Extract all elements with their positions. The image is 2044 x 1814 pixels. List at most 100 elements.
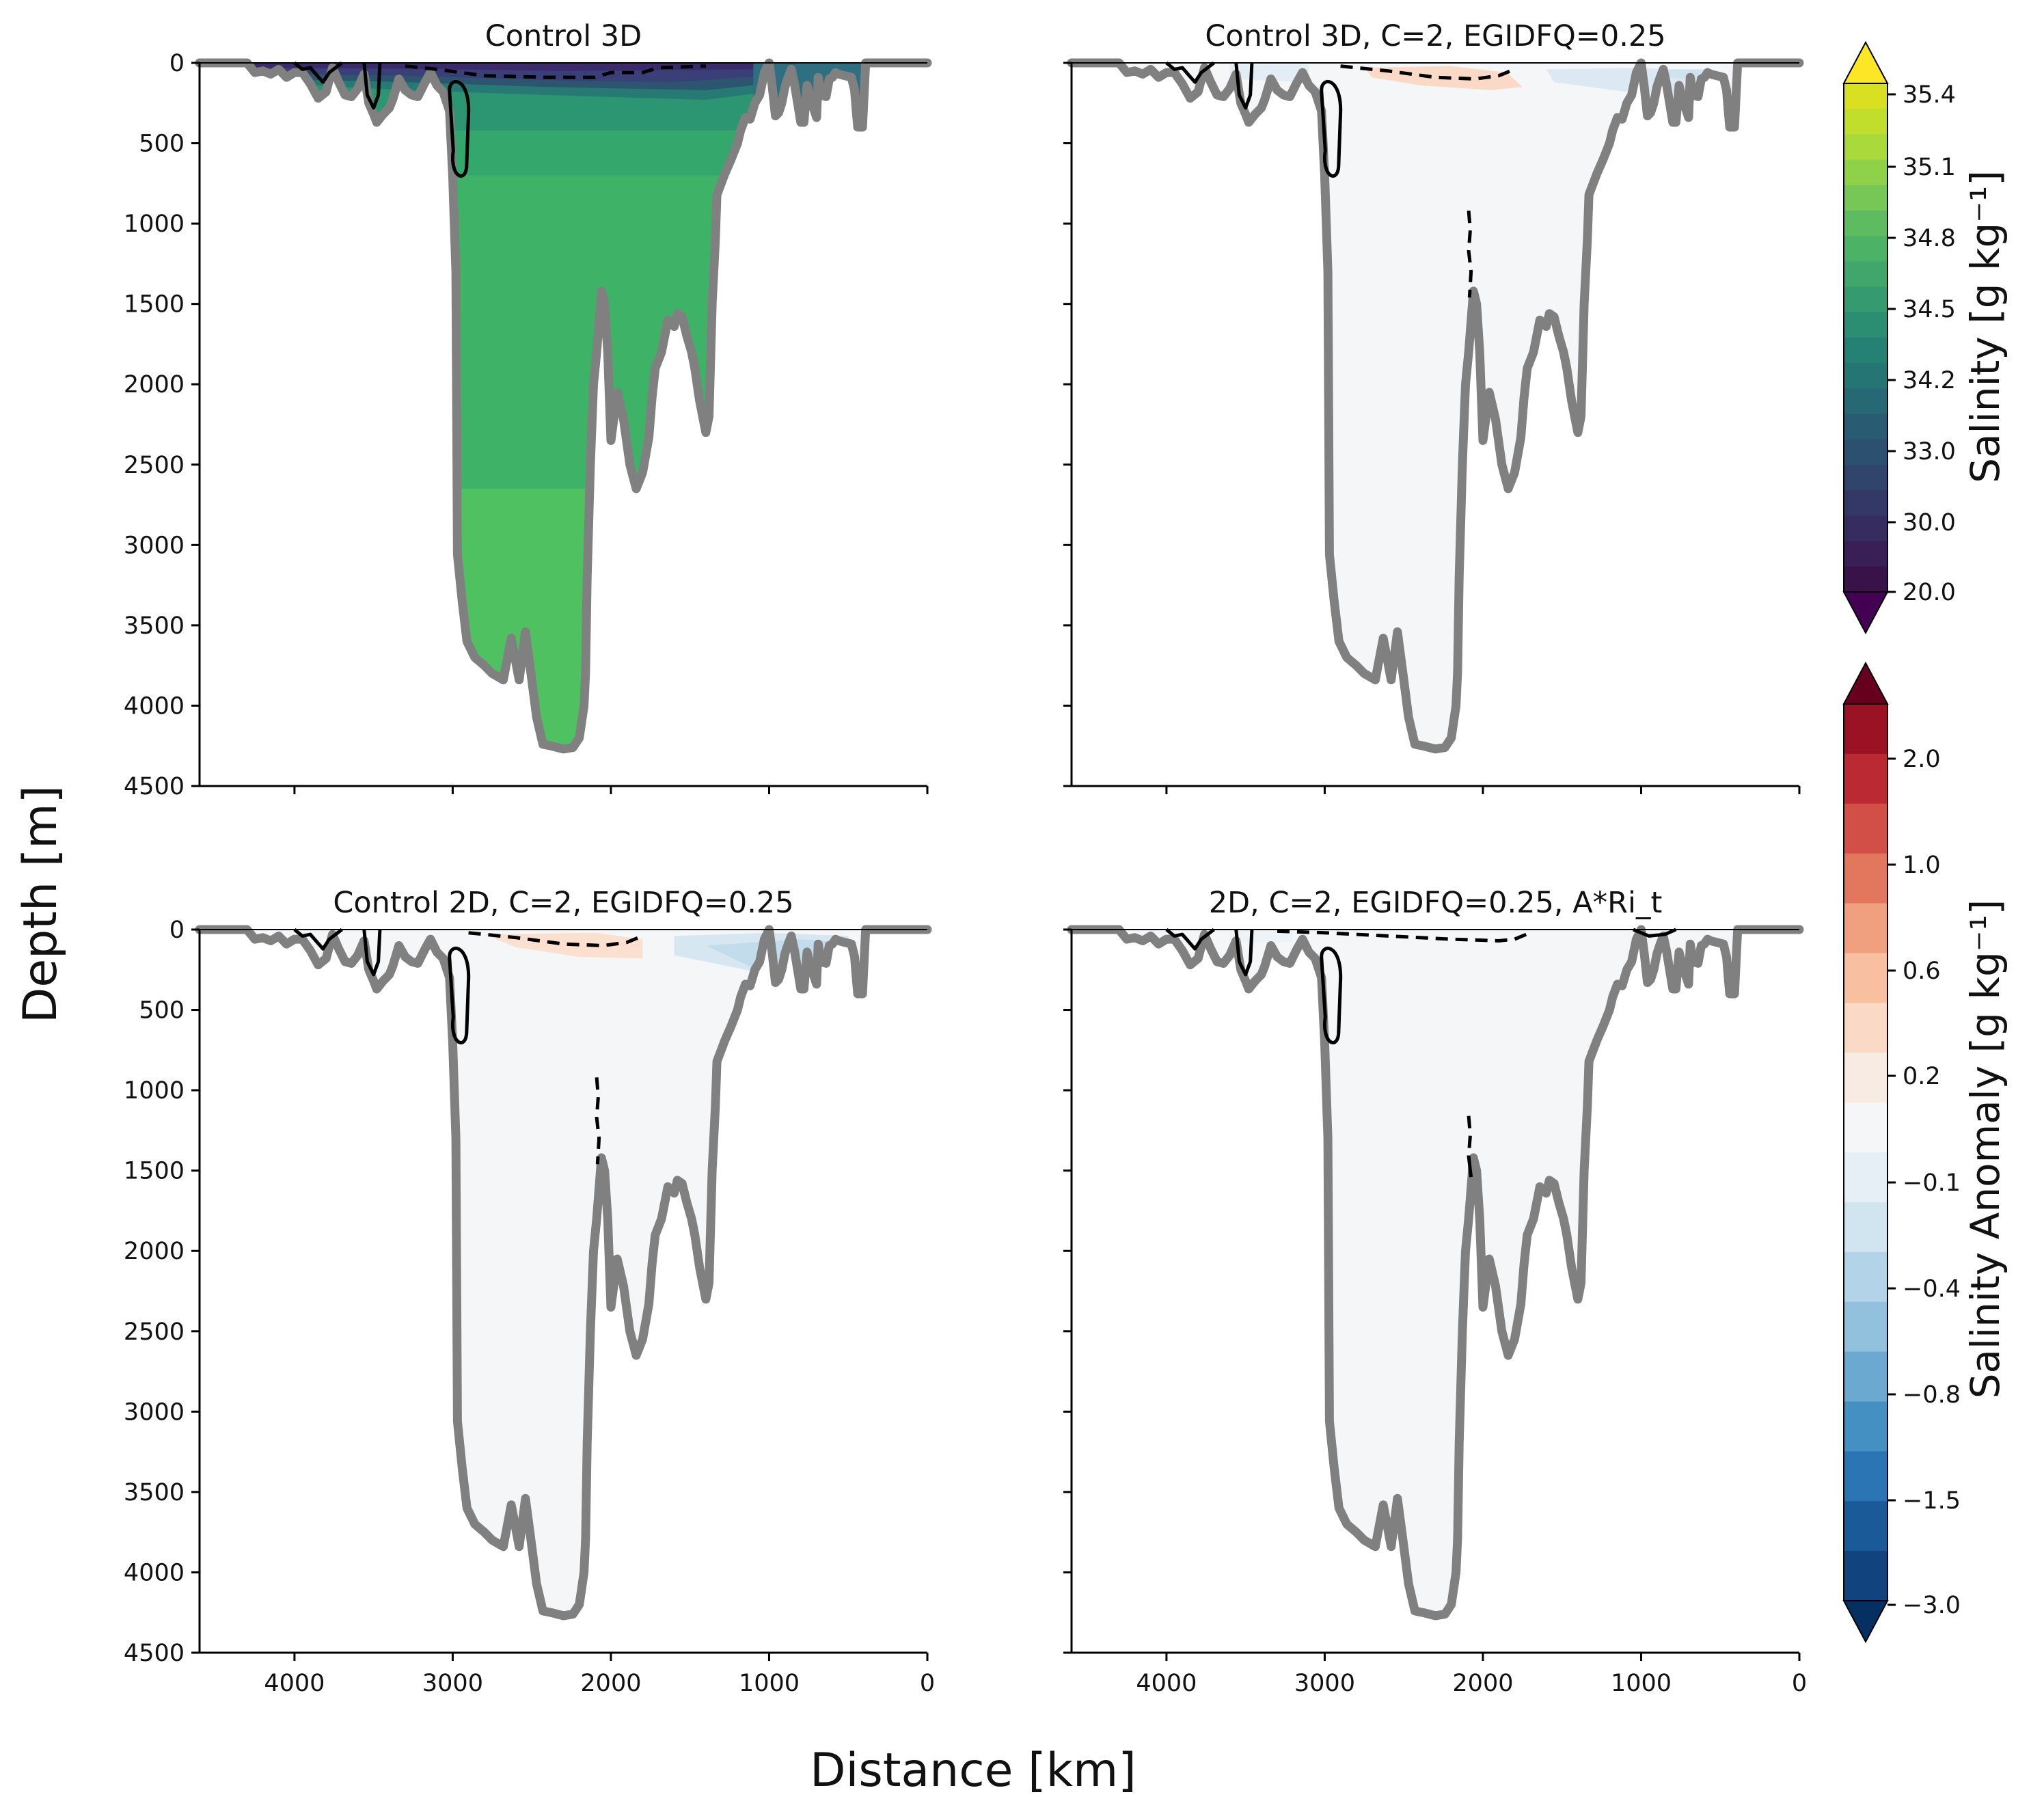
y-tick-label: 3500 [124, 612, 185, 640]
contour-surface-east [1632, 928, 1677, 938]
y-tick-label: 2500 [124, 1318, 185, 1346]
panel-4: 4000 3000 2000 1000 0 2D, C=2, EGIDFQ=0.25, A… [1063, 886, 1807, 1697]
bathymetry-line [1067, 925, 1804, 1621]
colorbar-tick-label: −0.8 [1903, 1381, 1961, 1409]
zero-anomaly-fill [1072, 63, 1799, 749]
colorbar-swatch [1844, 465, 1888, 491]
colorbar-tick-label: 35.1 [1903, 154, 1956, 181]
colorbar-swatch [1844, 704, 1888, 755]
x-tick-label: 1000 [1611, 1670, 1672, 1697]
y-tick-label: 2000 [124, 371, 185, 398]
contour-dashed-ridge [595, 1077, 601, 1165]
y-tick-label: 0 [169, 917, 185, 944]
colorbar-tick-label: −0.4 [1903, 1275, 1961, 1303]
bathymetry-line [1067, 58, 1804, 754]
colorbar-frame [1843, 83, 1888, 593]
anomaly-colorbar-label: Salinity Anomaly [g kg⁻¹] [1962, 899, 2008, 1399]
zero-anomaly-fill [200, 930, 927, 1616]
contours [293, 62, 706, 178]
y-tick-label: 3000 [124, 532, 185, 559]
colorbar-upper-cap [1842, 40, 1889, 84]
bathymetry-line [195, 925, 932, 1621]
colorbar-tick-label: 0.6 [1903, 958, 1941, 985]
colorbar-swatch [1844, 1501, 1888, 1552]
contour-dashed-surface [468, 931, 644, 948]
colorbar-tick-label: 20.0 [1903, 579, 1956, 606]
contour-dashed-surface [1277, 929, 1531, 943]
colorbar-lower-cap [1842, 1600, 1889, 1644]
colorbar-tick-label: 33.0 [1903, 438, 1956, 465]
colorbar-swatch [1844, 853, 1888, 904]
positive-anomaly-patch [484, 932, 643, 959]
colorbar-swatch [1844, 338, 1888, 364]
y-ticks: 0 500 1000 1500 2000 2500 3000 3500 4000 4500 [124, 917, 200, 1667]
field-fill [200, 930, 927, 1616]
panel-2: Control 3D, C=2, EGIDFQ=0.25 [1063, 19, 1804, 794]
contours [293, 928, 644, 1165]
anomaly-colorbar: 2.0 1.0 0.6 0.2 −0.1 −0.4 −0.8 −1.5 −3.0 [1842, 661, 1961, 1644]
y-axis-label: Depth [m] [14, 785, 68, 1023]
y-tick-label: 3000 [124, 1398, 185, 1426]
colorbar-swatch [1844, 903, 1888, 954]
y-tick-label: 1500 [124, 1158, 185, 1185]
colorbar-swatch [1844, 1401, 1888, 1452]
panel-title: Control 2D, C=2, EGIDFQ=0.25 [333, 886, 793, 920]
x-tick-label: 2000 [580, 1670, 641, 1697]
colorbar-upper-cap [1842, 661, 1889, 705]
colorbar-frame [1843, 703, 1888, 1601]
colorbar-tick-label: 34.5 [1903, 296, 1956, 323]
colorbar-swatch [1844, 83, 1888, 109]
colorbar-tick-label: −1.5 [1903, 1487, 1961, 1515]
y-tick-label: 1500 [124, 291, 185, 319]
colorbar-swatch [1844, 1351, 1888, 1403]
colorbar-swatch [1844, 753, 1888, 804]
zero-anomaly-fill [1072, 930, 1799, 1616]
contour-dashed-surface [1340, 64, 1516, 81]
colorbar-tick-label: −3.0 [1903, 1592, 1961, 1619]
colorbar-swatch [1844, 1301, 1888, 1353]
x-tick-label: 3000 [422, 1670, 483, 1697]
contours [1165, 928, 1677, 1178]
contour-trough [362, 62, 382, 110]
salinity-colorbar: 35.4 35.1 34.8 34.5 34.2 33.0 30.0 20.0 [1842, 40, 1956, 635]
y-tick-label: 2000 [124, 1238, 185, 1265]
y-tick-label: 2500 [124, 452, 185, 479]
salinity-colorbar-label: Salinity [g kg⁻¹] [1962, 170, 2008, 483]
colorbar-swatch [1844, 1102, 1888, 1153]
x-ticks: 4000 3000 2000 1000 0 [264, 1653, 935, 1697]
panel-3: 0 500 1000 1500 2000 2500 3000 3500 4000 4500 4000… [124, 886, 935, 1697]
field-fill [200, 63, 927, 749]
colorbar-tick-label: 30.0 [1903, 509, 1956, 537]
field-fill [1072, 930, 1799, 1616]
panels: 0 500 1000 1500 2000 2500 3000 3500 4000 4500 Cont… [124, 19, 1807, 1697]
y-tick-label: 0 [169, 50, 185, 77]
colorbar-swatch [1844, 1053, 1888, 1103]
x-tick-label: 2000 [1452, 1670, 1513, 1697]
x-tick-label: 4000 [1136, 1670, 1197, 1697]
colorbar-swatch [1844, 1451, 1888, 1502]
colorbar-swatch [1844, 1152, 1888, 1203]
colorbar-tick-label: 1.0 [1903, 852, 1941, 879]
x-tick-label: 4000 [264, 1670, 325, 1697]
y-tick-label: 500 [139, 997, 185, 1025]
panel-title: Control 3D [485, 19, 642, 53]
colorbar-swatch [1844, 541, 1888, 567]
colorbar-tick-label: −0.1 [1903, 1169, 1961, 1197]
colorbar-swatch [1844, 211, 1888, 236]
colorbar-swatch [1844, 1251, 1888, 1303]
bathymetry-line [195, 58, 932, 754]
x-ticks [293, 786, 929, 794]
x-ticks [1165, 786, 1801, 794]
colorbar-tick-label: 0.2 [1903, 1063, 1941, 1090]
colorbar-swatch [1844, 236, 1888, 262]
colorbar-lower-cap [1842, 591, 1889, 635]
contour-dashed-ridge [1467, 211, 1473, 298]
contour-surface-west [1165, 928, 1215, 951]
y-tick-label: 4500 [124, 1640, 185, 1667]
colorbar-swatch [1844, 363, 1888, 389]
x-tick-label: 1000 [739, 1670, 800, 1697]
contour-surface-west [293, 928, 343, 951]
y-ticks: 0 500 1000 1500 2000 2500 3000 3500 4000 4500 [124, 50, 200, 800]
colorbar-tick-label: 34.2 [1903, 367, 1956, 394]
contour-trough [1234, 929, 1254, 977]
